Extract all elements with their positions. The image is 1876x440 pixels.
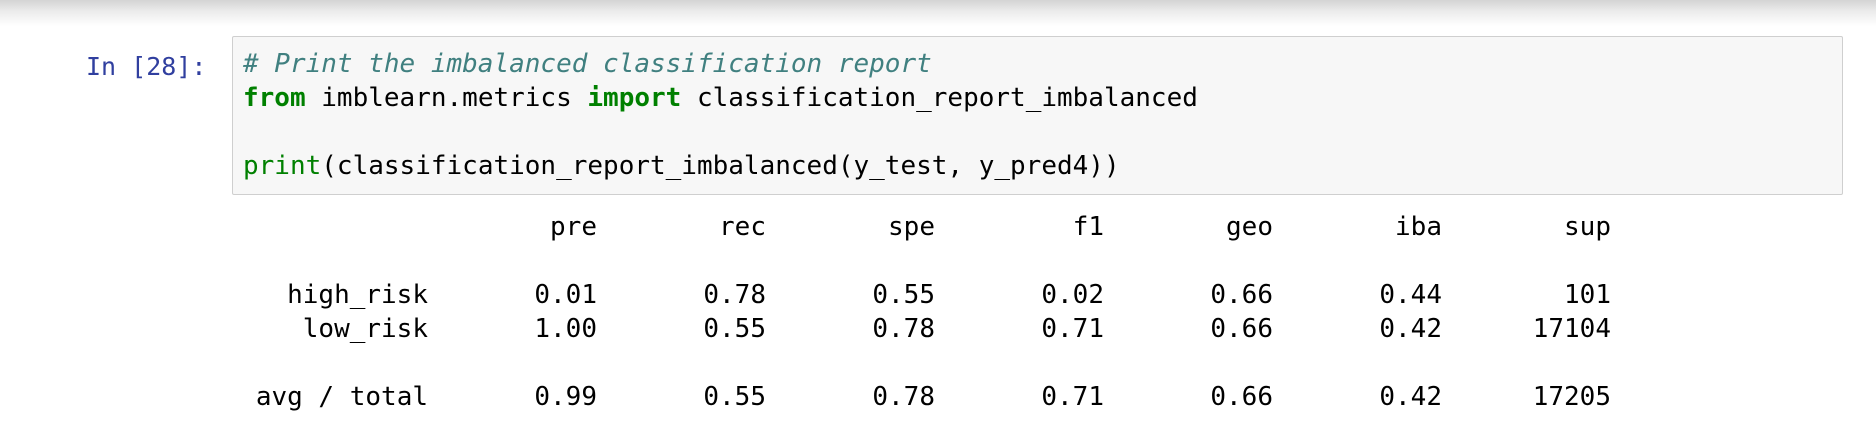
header-f1: f1 bbox=[1072, 212, 1104, 242]
cell-sup: 17205 bbox=[1532, 382, 1611, 412]
keyword-import: import bbox=[587, 83, 682, 113]
module-name: imblearn.metrics bbox=[321, 83, 572, 113]
print-arguments: (classification_report_imbalanced(y_test… bbox=[321, 151, 1120, 181]
header-spe: spe bbox=[888, 212, 935, 242]
header-pre: pre bbox=[550, 212, 597, 242]
header-iba: iba bbox=[1395, 212, 1442, 242]
code-line-4: print(classification_report_imbalanced(y… bbox=[243, 149, 1832, 183]
top-shadow bbox=[0, 0, 1876, 26]
cell-sup: 101 bbox=[1564, 280, 1611, 310]
cell-geo: 0.66 bbox=[1210, 314, 1273, 344]
cell-iba: 0.42 bbox=[1379, 314, 1442, 344]
report-header-row: pre rec spe f1 geo iba sup bbox=[242, 210, 1611, 244]
header-rec: rec bbox=[719, 212, 766, 242]
cell-rec: 0.55 bbox=[703, 382, 766, 412]
row-label: high_risk bbox=[287, 280, 428, 310]
cell-rec: 0.55 bbox=[703, 314, 766, 344]
cell-rec: 0.78 bbox=[703, 280, 766, 310]
header-sup: sup bbox=[1564, 212, 1611, 242]
code-cell-input[interactable]: # Print the imbalanced classification re… bbox=[232, 36, 1843, 195]
cell-pre: 0.01 bbox=[534, 280, 597, 310]
cell-spe: 0.78 bbox=[872, 382, 935, 412]
classification-report: pre rec spe f1 geo iba sup high_risk 0.0… bbox=[242, 210, 1611, 414]
code-line-3-blank bbox=[243, 115, 1832, 149]
report-row-low-risk: low_risk 1.00 0.55 0.78 0.71 0.66 0.42 1… bbox=[242, 312, 1611, 346]
report-row-high-risk: high_risk 0.01 0.78 0.55 0.02 0.66 0.44 … bbox=[242, 278, 1611, 312]
keyword-from: from bbox=[243, 83, 306, 113]
code-line-1: # Print the imbalanced classification re… bbox=[243, 47, 1832, 81]
row-label: avg / total bbox=[255, 382, 428, 412]
report-spacer-row bbox=[242, 244, 1611, 278]
code-comment: # Print the imbalanced classification re… bbox=[243, 49, 932, 79]
cell-f1: 0.71 bbox=[1041, 314, 1104, 344]
cell-spe: 0.55 bbox=[872, 280, 935, 310]
cell-iba: 0.44 bbox=[1379, 280, 1442, 310]
cell-spe: 0.78 bbox=[872, 314, 935, 344]
cell-output: pre rec spe f1 geo iba sup high_risk 0.0… bbox=[242, 210, 1842, 414]
header-blank bbox=[242, 210, 428, 244]
cell-pre: 1.00 bbox=[534, 314, 597, 344]
cell-geo: 0.66 bbox=[1210, 382, 1273, 412]
input-prompt: In [28]: bbox=[86, 52, 207, 81]
report-row-avg-total: avg / total 0.99 0.55 0.78 0.71 0.66 0.4… bbox=[242, 380, 1611, 414]
cell-iba: 0.42 bbox=[1379, 382, 1442, 412]
builtin-print: print bbox=[243, 151, 322, 181]
code-line-2: from imblearn.metrics import classificat… bbox=[243, 81, 1832, 115]
cell-f1: 0.02 bbox=[1041, 280, 1104, 310]
cell-f1: 0.71 bbox=[1041, 382, 1104, 412]
imported-name: classification_report_imbalanced bbox=[696, 83, 1198, 113]
row-label: low_risk bbox=[302, 314, 428, 344]
cell-geo: 0.66 bbox=[1210, 280, 1273, 310]
cell-pre: 0.99 bbox=[534, 382, 597, 412]
header-geo: geo bbox=[1226, 212, 1273, 242]
cell-sup: 17104 bbox=[1532, 314, 1611, 344]
report-spacer-row bbox=[242, 346, 1611, 380]
